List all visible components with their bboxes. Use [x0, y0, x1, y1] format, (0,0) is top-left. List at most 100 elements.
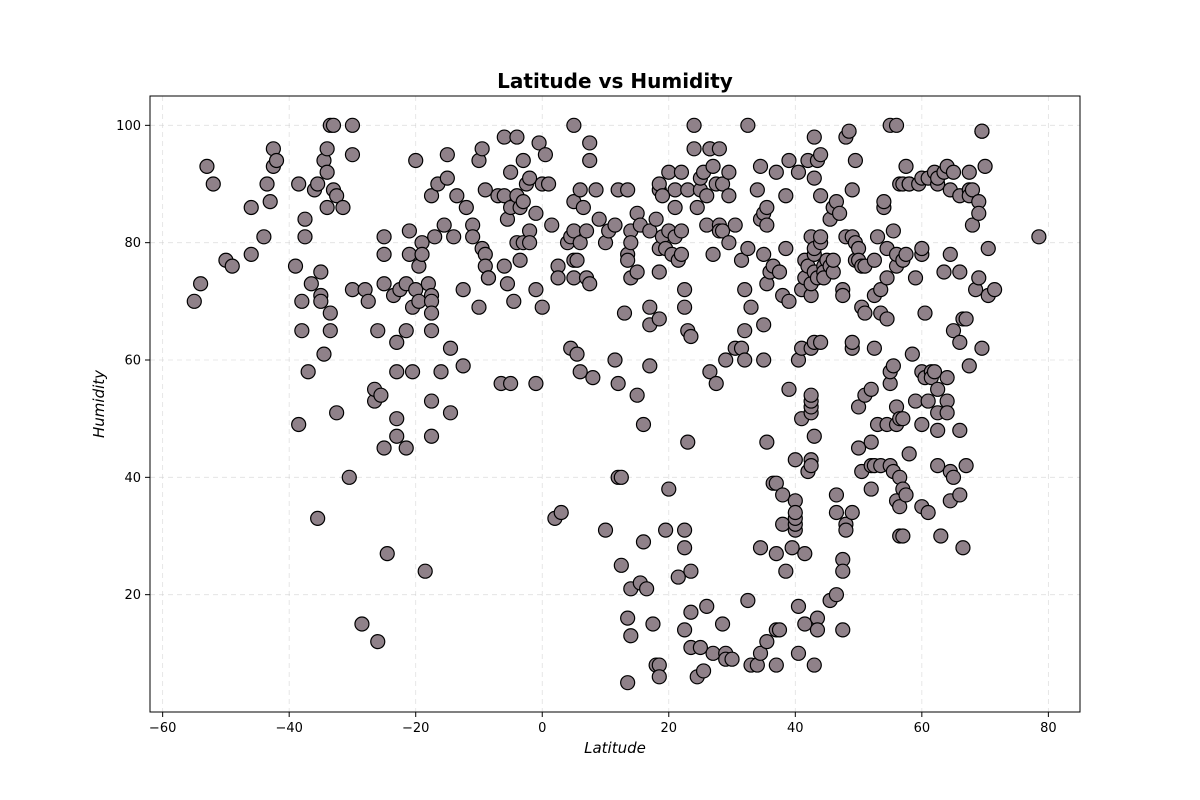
- scatter-point: [895, 528, 911, 544]
- scatter-point: [205, 176, 221, 192]
- scatter-point: [676, 299, 693, 315]
- scatter-point: [423, 428, 440, 444]
- scatter-point: [591, 211, 607, 227]
- scatter-point: [898, 487, 914, 503]
- scatter-point: [553, 504, 569, 521]
- scatter-point: [756, 246, 772, 262]
- scatter-point: [423, 323, 440, 339]
- scatter-point: [727, 217, 743, 233]
- scatter-point: [654, 188, 671, 204]
- scatter-point: [756, 317, 772, 333]
- scatter-point: [658, 522, 674, 538]
- scatter-point: [844, 334, 860, 350]
- plot-area-frame: [149, 95, 1081, 713]
- scatter-point: [449, 188, 465, 204]
- scatter-point: [907, 393, 924, 409]
- scatter-point: [721, 164, 737, 180]
- scatter-point: [806, 428, 822, 444]
- scatter-point: [825, 252, 841, 268]
- x-tick-label: 0: [538, 721, 546, 736]
- scatter-point: [243, 199, 259, 216]
- scatter-point: [683, 328, 699, 345]
- scatter-point: [952, 264, 968, 280]
- scatter-point: [759, 217, 775, 233]
- scatter-point: [578, 223, 595, 239]
- scatter-point: [667, 199, 683, 216]
- scatter-point: [676, 522, 693, 538]
- axis-ticks: −60 −40 −20 0 20 40 60 80 20 40 60 80 100: [116, 119, 1056, 736]
- scatter-point: [423, 188, 440, 204]
- scatter-point: [512, 252, 528, 268]
- scatter-point: [850, 399, 867, 415]
- scatter-point: [835, 563, 851, 579]
- scatter-point: [645, 616, 661, 632]
- x-tick-label: 40: [787, 721, 804, 736]
- scatter-point: [506, 293, 522, 309]
- scatter-point: [313, 264, 329, 280]
- chart-title: Latitude vs Humidity: [497, 69, 733, 93]
- scatter-point: [971, 270, 987, 286]
- scatter-point: [354, 616, 370, 632]
- scatter-point: [778, 188, 794, 204]
- scatter-point: [458, 199, 474, 216]
- scatter-point: [945, 469, 962, 485]
- scatter-point: [784, 540, 800, 556]
- scatter-point: [768, 545, 784, 562]
- scatter-point: [828, 587, 845, 603]
- scatter-point: [673, 223, 690, 239]
- scatter-point: [768, 164, 784, 180]
- scatter-point: [686, 117, 702, 133]
- scatter-point: [752, 540, 769, 556]
- scatter-point: [442, 405, 459, 421]
- scatter-point: [433, 364, 449, 380]
- scatter-point: [844, 182, 860, 198]
- scatter-point: [319, 164, 335, 180]
- x-tick-label: −60: [149, 721, 176, 736]
- scatter-point: [964, 217, 981, 233]
- scatter-point: [692, 639, 709, 656]
- scatter-point: [901, 446, 917, 462]
- scatter-point: [986, 282, 1003, 298]
- scatter-point: [329, 188, 345, 204]
- scatter-point: [920, 504, 936, 521]
- scatter-point: [515, 152, 531, 169]
- scatter-point: [813, 229, 829, 245]
- scatter-point: [575, 199, 591, 216]
- scatter-point: [740, 117, 756, 133]
- scatter-point: [427, 229, 443, 245]
- scatter-point: [787, 452, 803, 468]
- y-axis-label: Humidity: [90, 369, 108, 438]
- scatter-point: [585, 370, 601, 386]
- scatter-point: [977, 158, 993, 174]
- scatter-point: [455, 282, 471, 298]
- scatter-point: [607, 217, 623, 233]
- y-tick-label: 60: [124, 354, 141, 369]
- scatter-point: [790, 598, 807, 615]
- scatter-point: [417, 563, 433, 579]
- scatter-point: [813, 188, 829, 204]
- scatter-point: [917, 305, 933, 321]
- scatter-point: [389, 411, 405, 427]
- scatter-point: [863, 434, 879, 450]
- scatter-point: [613, 557, 629, 573]
- scatter-point: [952, 334, 968, 350]
- scatter-point: [629, 387, 645, 403]
- scatter-point: [759, 633, 775, 650]
- scatter-point: [544, 217, 560, 233]
- scatter-point: [389, 334, 405, 350]
- scatter-point: [623, 628, 639, 644]
- scatter-point: [329, 405, 345, 421]
- scatter-point: [379, 545, 395, 562]
- scatter-point: [256, 229, 272, 245]
- scatter-point: [737, 282, 753, 298]
- scatter-point: [813, 147, 829, 163]
- scatter-point: [790, 645, 807, 661]
- scatter-point: [528, 282, 544, 298]
- scatter-point: [521, 170, 538, 186]
- scatter-point: [376, 276, 392, 292]
- scatter-point: [958, 458, 974, 474]
- scatter-point: [477, 182, 493, 198]
- scatter-point: [648, 211, 664, 227]
- scatter-point: [335, 199, 351, 216]
- scatter-point: [389, 364, 405, 380]
